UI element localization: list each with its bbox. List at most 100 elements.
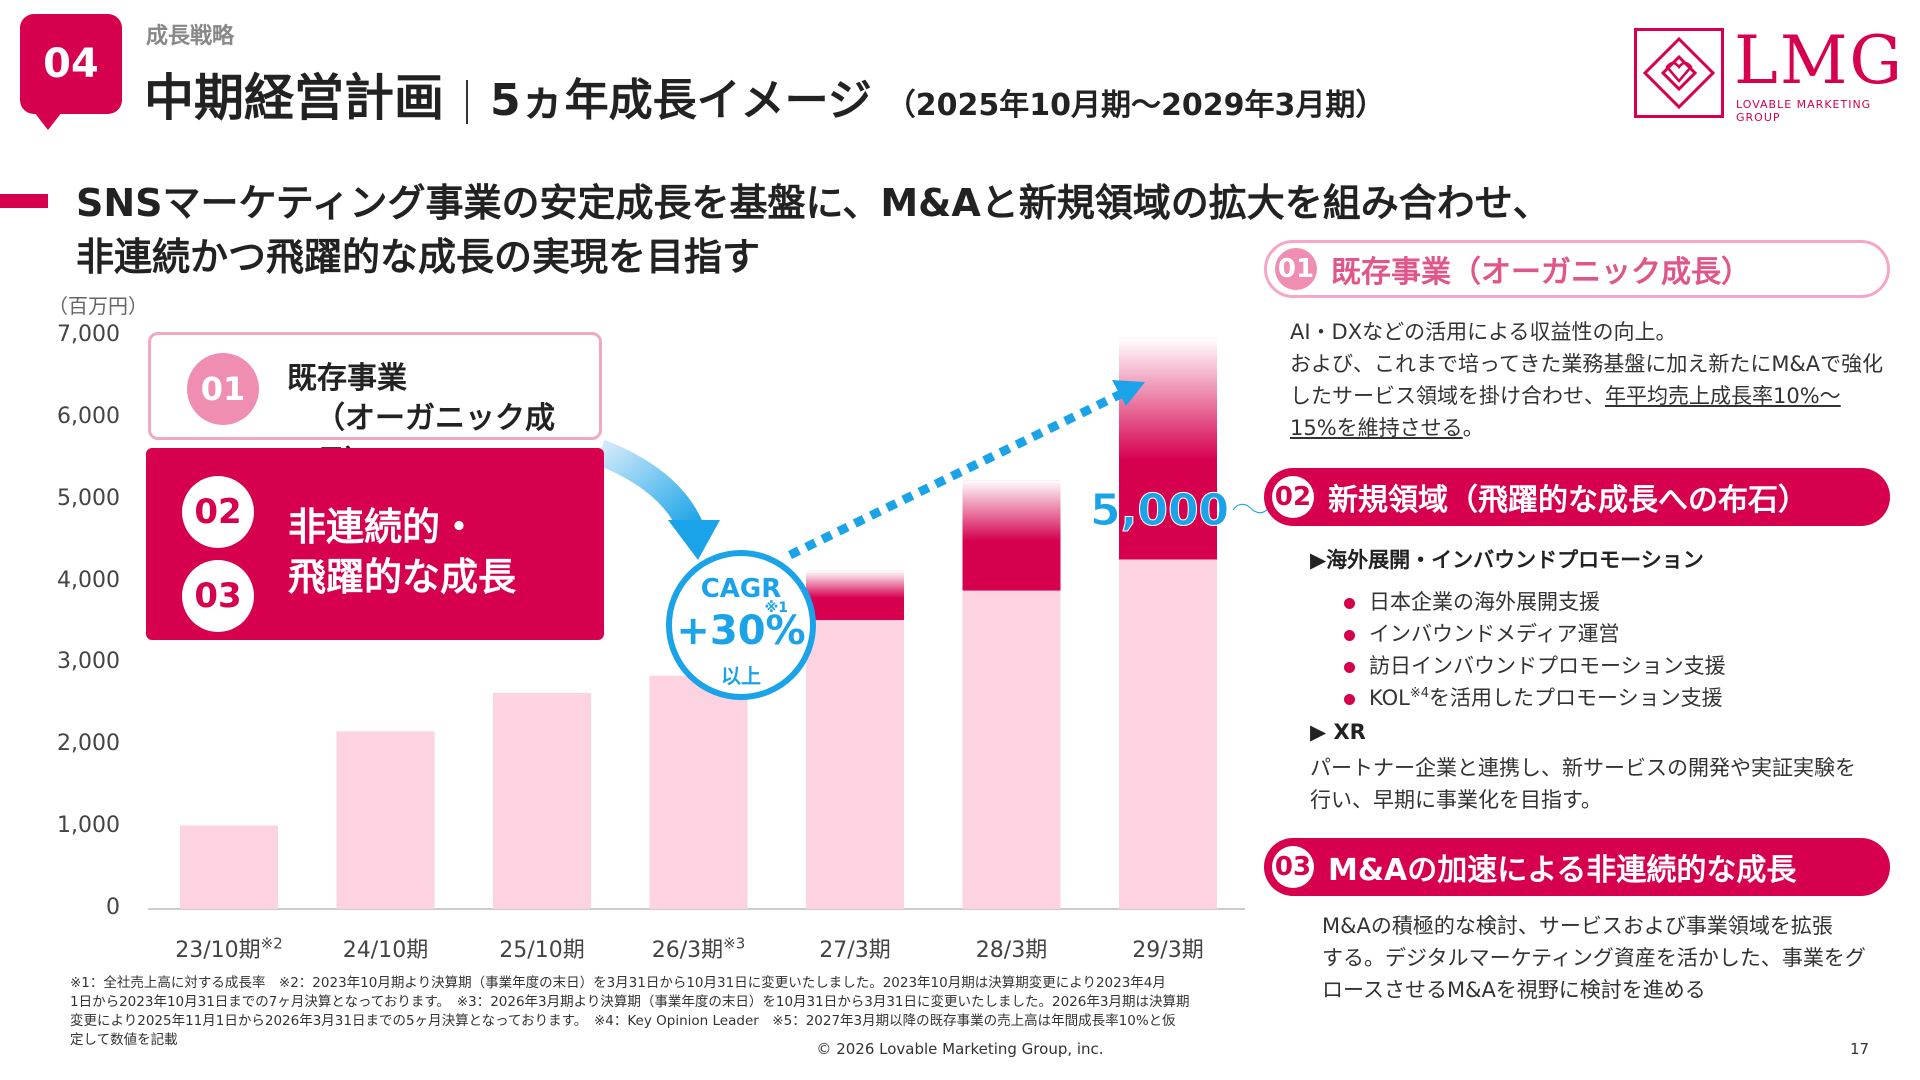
ma-line-1: M&Aの積極的な検討、サービスおよび事業領域を拡張 [1322, 914, 1833, 938]
pill-existing-business: 01 既存事業（オーガニック成長） [1264, 240, 1890, 298]
target-revenue-label: 5,000～ [1089, 485, 1274, 537]
bar-growth-fade [806, 570, 904, 621]
growth-curve-arrow [595, 439, 705, 536]
bullet-dot [1344, 629, 1355, 641]
existing-line-3b: 年平均売上成長率10%～ [1605, 384, 1841, 408]
xr-line-2: 行い、早期に事業化を目指す。 [1310, 788, 1602, 812]
x-tick-text: 28/3期 [975, 938, 1048, 963]
bar-base [493, 692, 591, 909]
bar-base [649, 675, 748, 909]
x-tick-label: 25/10期 [467, 932, 617, 964]
ma-description: M&Aの積極的な検討、サービスおよび事業領域を拡張 する。デジタルマーケティング… [1322, 910, 1866, 1006]
cagr-suffix: 以上 [721, 664, 761, 688]
y-tick-label: 2,000 [57, 731, 120, 757]
bar-base [962, 590, 1061, 909]
x-tick-text: 29/3期 [1132, 938, 1204, 963]
y-tick-label: 1,000 [57, 813, 120, 839]
bullet-dot [1344, 661, 1355, 673]
y-tick-label: 7,000 [57, 322, 120, 347]
callout-23-text: 非連続的・ 飛躍的な成長 [288, 502, 516, 602]
x-tick-label: 27/3期 [780, 932, 930, 964]
x-tick-text: 24/10期 [342, 938, 429, 963]
ma-line-3: ロースさせるM&Aを視野に検討を進める [1322, 978, 1706, 1002]
x-tick-text: 26/3期 [651, 938, 724, 963]
callout-03-number: 03 [182, 560, 254, 632]
callout-01-number: 01 [187, 353, 259, 425]
bullet-dot [1344, 597, 1355, 609]
existing-line-3a: したサービス領域を掛け合わせ、 [1290, 384, 1605, 408]
cagr-value: +30% [676, 608, 806, 654]
x-tick-note: ※3 [723, 934, 746, 953]
xr-subheading: ▶ XR [1310, 720, 1366, 744]
logo-diamond-icon [1642, 36, 1716, 110]
xr-description: パートナー企業と連携し、新サービスの開発や実証実験を 行い、早期に事業化を目指す… [1310, 752, 1856, 816]
xr-line-1: パートナー企業と連携し、新サービスの開発や実証実験を [1310, 756, 1856, 780]
x-tick-text: 25/10期 [499, 938, 585, 963]
pill-02-number: 02 [1272, 476, 1314, 518]
bars-group [180, 338, 1217, 909]
bullet-inbound-promotion: 訪日インバウンドプロモーション支援 [1344, 650, 1726, 680]
logo-tagline: LOVABLE MARKETING GROUP [1736, 98, 1872, 124]
overseas-subheading: ▶海外展開・インバウンドプロモーション [1310, 548, 1704, 572]
y-tick-label: 4,000 [57, 567, 120, 593]
x-tick-label: 26/3期※3 [624, 932, 774, 964]
x-tick-label: 23/10期※2 [154, 932, 304, 964]
existing-line-1: AI・DXなどの活用による収益性の向上。 [1290, 320, 1677, 344]
callout-23-line1: 非連続的・ [288, 505, 479, 549]
y-tick-label: 5,000 [57, 485, 120, 511]
lead-line-1: SNSマーケティング事業の安定成長を基盤に、M&Aと新規領域の拡大を組み合わせ、 [76, 181, 1551, 225]
bar-base [180, 825, 278, 909]
logo-frame [1634, 28, 1724, 118]
company-logo: LMG LOVABLE MARKETING GROUP [1634, 22, 1902, 124]
existing-line-4a: 15%を維持させる [1290, 416, 1463, 440]
growth-curve-arrowhead [668, 520, 720, 560]
y-tick-label: 0 [106, 895, 120, 920]
logo-text: LMG [1734, 22, 1905, 99]
cagr-trend-arrowhead [1112, 380, 1145, 406]
bullet-overseas-support: 日本企業の海外展開支援 [1344, 586, 1600, 616]
footnotes: ※1：全社売上高に対する成長率 ※2：2023年10月期より決算期（事業年度の末… [70, 974, 1266, 1050]
pill-01-title: 既存事業（オーガニック成長） [1331, 255, 1751, 290]
bar-growth-fade [1119, 338, 1217, 560]
x-tick-text: 23/10期 [175, 938, 261, 963]
bar-growth-fade [962, 480, 1061, 591]
chart-unit-label: （百万円） [48, 294, 148, 318]
y-tick-label: 3,000 [57, 649, 120, 675]
bullet-4-note: ※4 [1409, 686, 1430, 701]
bullet-kol-promotion: KOL※4を活用したプロモーション支援 [1344, 682, 1723, 712]
callout-existing-business: 01 既存事業 （オーガニック成長） [148, 332, 602, 480]
pill-03-title: M&Aの加速による非連続的な成長 [1328, 853, 1797, 888]
bar-base [1119, 559, 1217, 909]
cagr-trend-arrow [788, 387, 1127, 560]
footnote-line-2: 1日から2023年10月31日までの7ヶ月決算となっております。 ※3：2026… [70, 994, 1190, 1010]
callout-discontinuous-growth: 02 03 非連続的・ 飛躍的な成長 [146, 448, 604, 640]
existing-line-2: および、これまで培ってきた業務基盤に加え新たにM&Aで強化 [1290, 352, 1884, 376]
title-subtitle: 5ヵ年成長イメージ [490, 75, 872, 126]
cagr-note: ※1 [764, 600, 788, 616]
existing-line-4b: 。 [1462, 416, 1484, 440]
copyright: © 2026 Lovable Marketing Group, inc. [816, 1040, 1104, 1058]
section-number-badge: 04 [20, 14, 122, 130]
section-category: 成長戦略 [146, 24, 235, 49]
bullet-3-text: 訪日インバウンドプロモーション支援 [1369, 654, 1726, 678]
bullet-4a-text: KOL [1369, 686, 1410, 710]
x-tick-label: 24/10期 [311, 932, 461, 964]
bullet-dot [1344, 693, 1355, 705]
title-separator [466, 79, 468, 124]
ma-line-2: する。デジタルマーケティング資産を活かした、事業をグ [1322, 946, 1866, 970]
footnote-line-4: 定して数値を記載 [70, 1032, 178, 1048]
pill-01-number: 01 [1275, 248, 1317, 290]
existing-line-3: したサービス領域を掛け合わせ、年平均売上成長率10%～ [1290, 380, 1883, 412]
lead-line-2: 非連続かつ飛躍的な成長の実現を目指す [76, 235, 761, 279]
existing-business-description: AI・DXなどの活用による収益性の向上。 および、これまで培ってきた業務基盤に加… [1290, 316, 1883, 444]
bullet-inbound-media: インバウンドメディア運営 [1344, 618, 1620, 648]
revenue-bar-chart [148, 338, 1245, 910]
lead-accent-bar [0, 194, 48, 208]
footnote-line-1: ※1：全社売上高に対する成長率 ※2：2023年10月期より決算期（事業年度の末… [70, 975, 1166, 991]
footnote-line-3: 変更により2025年11月1日から2026年3月31日までの5ヶ月決算となってお… [70, 1013, 1176, 1029]
callout-01-line1: 既存事業 [287, 361, 407, 396]
pill-new-business: 02 新規領域（飛躍的な成長への布石） [1264, 468, 1890, 526]
title-period: （2025年10月期～2029年3月期） [885, 88, 1386, 123]
bullet-4b-text: を活用したプロモーション支援 [1429, 686, 1723, 710]
x-tick-text: 27/3期 [819, 938, 891, 963]
